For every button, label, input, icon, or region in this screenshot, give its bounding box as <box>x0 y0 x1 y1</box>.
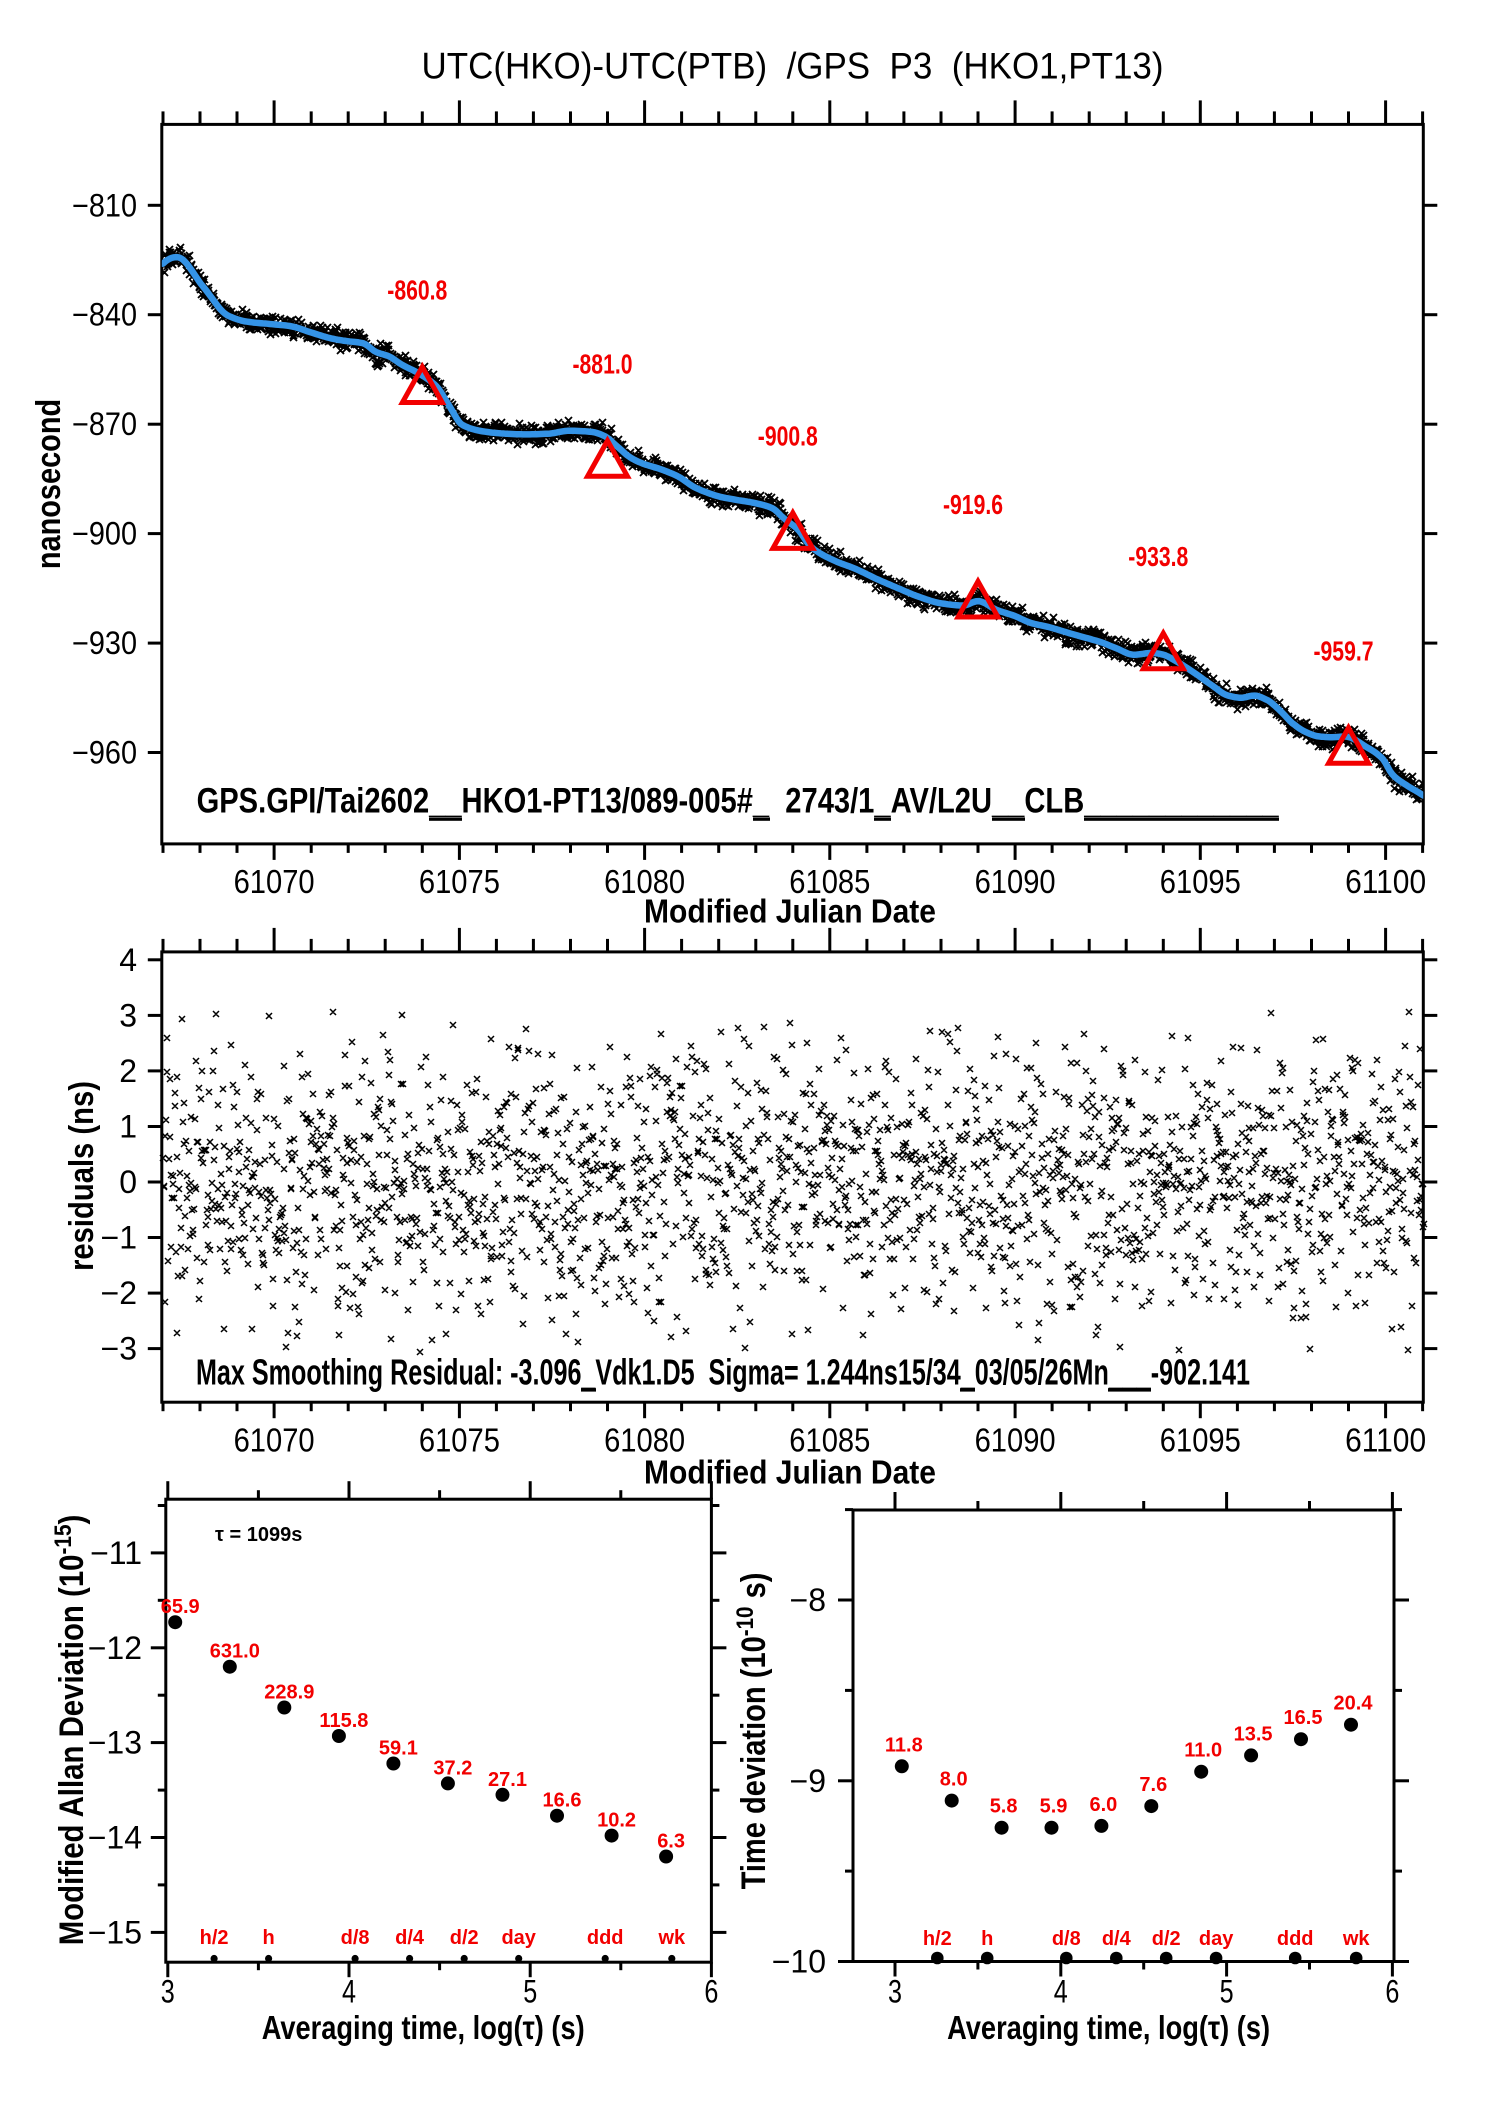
svg-text:-881.0: -881.0 <box>573 348 633 379</box>
svg-text:Modified Allan Deviation (10-1: Modified Allan Deviation (10-15) <box>50 1515 91 1946</box>
svg-text:61095: 61095 <box>1160 863 1241 900</box>
svg-text:h/2: h/2 <box>200 1927 229 1949</box>
svg-text:−2: −2 <box>101 1275 137 1311</box>
svg-text:day: day <box>501 1927 536 1949</box>
svg-text:11.0: 11.0 <box>1184 1740 1222 1762</box>
svg-text:61080: 61080 <box>604 863 685 900</box>
svg-text:-860.8: -860.8 <box>387 275 447 306</box>
svg-text:13.5: 13.5 <box>1234 1723 1273 1745</box>
svg-text:−900: −900 <box>72 516 137 552</box>
svg-text:5.9: 5.9 <box>1040 1796 1068 1818</box>
svg-text:5: 5 <box>523 1974 537 2010</box>
svg-text:ddd: ddd <box>587 1927 624 1949</box>
svg-text:11.8: 11.8 <box>885 1734 923 1756</box>
svg-text:3: 3 <box>161 1974 175 2010</box>
svg-text:d/4: d/4 <box>1102 1928 1132 1950</box>
svg-text:−9: −9 <box>790 1763 826 1799</box>
svg-text:−1: −1 <box>101 1220 137 1256</box>
svg-text:61090: 61090 <box>975 863 1056 900</box>
svg-text:d/2: d/2 <box>1152 1928 1181 1950</box>
svg-text:2: 2 <box>119 1053 137 1089</box>
svg-text:61100: 61100 <box>1345 863 1426 900</box>
svg-text:−10: −10 <box>772 1944 826 1980</box>
svg-text:1: 1 <box>119 1109 137 1145</box>
svg-text:4: 4 <box>1054 1974 1068 2010</box>
svg-text:0: 0 <box>119 1164 137 1200</box>
svg-text:61090: 61090 <box>975 1422 1056 1459</box>
svg-text:day: day <box>1199 1928 1234 1950</box>
svg-text:Averaging time, log(τ) (s): Averaging time, log(τ) (s) <box>262 2009 585 2046</box>
svg-text:GPS.GPI/Tai2602__HKO1-PT13/089: GPS.GPI/Tai2602__HKO1-PT13/089-005#_ 274… <box>197 782 1279 821</box>
svg-text:d/2: d/2 <box>450 1927 479 1949</box>
svg-text:−15: −15 <box>88 1914 142 1950</box>
svg-text:8.0: 8.0 <box>940 1769 968 1791</box>
svg-text:27.1: 27.1 <box>488 1769 527 1791</box>
svg-text:37.2: 37.2 <box>433 1757 472 1779</box>
svg-text:228.9: 228.9 <box>264 1682 314 1704</box>
svg-text:20.4: 20.4 <box>1334 1693 1374 1715</box>
svg-text:-919.6: -919.6 <box>943 489 1003 520</box>
svg-text:6: 6 <box>1385 1974 1399 2010</box>
svg-text:631.0: 631.0 <box>210 1641 260 1663</box>
svg-text:Modified Julian Date: Modified Julian Date <box>644 1454 936 1491</box>
svg-text:61075: 61075 <box>419 1422 500 1459</box>
svg-text:65.9: 65.9 <box>161 1596 200 1618</box>
svg-text:−14: −14 <box>88 1820 142 1856</box>
svg-text:−13: −13 <box>88 1725 142 1761</box>
svg-text:61080: 61080 <box>604 1422 685 1459</box>
svg-text:61085: 61085 <box>789 863 870 900</box>
svg-text:Averaging time, log(τ) (s): Averaging time, log(τ) (s) <box>947 2009 1270 2046</box>
svg-text:ddd: ddd <box>1277 1928 1314 1950</box>
svg-text:h: h <box>981 1928 993 1950</box>
svg-text:−960: −960 <box>72 735 137 771</box>
svg-text:Max Smoothing Residual: -3.096: Max Smoothing Residual: -3.096_Vdk1.D5 S… <box>196 1351 1250 1392</box>
svg-text:-900.8: -900.8 <box>758 421 818 452</box>
svg-text:Modified Julian Date: Modified Julian Date <box>644 892 936 929</box>
svg-text:h: h <box>262 1927 274 1949</box>
svg-text:residuals (ns): residuals (ns) <box>62 1081 101 1271</box>
svg-text:−8: −8 <box>790 1582 826 1618</box>
svg-text:61085: 61085 <box>789 1422 870 1459</box>
svg-text:−11: −11 <box>90 1535 142 1571</box>
svg-text:59.1: 59.1 <box>379 1738 418 1760</box>
svg-text:−840: −840 <box>72 297 137 333</box>
svg-text:d/8: d/8 <box>1052 1928 1081 1950</box>
svg-text:−870: −870 <box>72 406 137 442</box>
svg-text:4: 4 <box>342 1974 356 2010</box>
svg-text:10.2: 10.2 <box>597 1810 636 1832</box>
svg-text:6.3: 6.3 <box>657 1831 685 1853</box>
svg-text:61095: 61095 <box>1160 1422 1241 1459</box>
svg-text:5.8: 5.8 <box>990 1796 1018 1818</box>
svg-text:16.5: 16.5 <box>1284 1707 1323 1729</box>
svg-text:−3: −3 <box>101 1331 137 1367</box>
svg-text:d/8: d/8 <box>341 1927 370 1949</box>
svg-text:61100: 61100 <box>1345 1422 1426 1459</box>
svg-text:nanosecond: nanosecond <box>29 399 68 569</box>
svg-text:6: 6 <box>704 1974 718 2010</box>
svg-text:−930: −930 <box>72 625 137 661</box>
svg-text:d/4: d/4 <box>395 1927 425 1949</box>
svg-text:wk: wk <box>657 1927 686 1949</box>
svg-text:61075: 61075 <box>419 863 500 900</box>
svg-text:−810: −810 <box>72 187 137 223</box>
svg-text:61070: 61070 <box>234 863 315 900</box>
svg-text:5: 5 <box>1220 1974 1234 2010</box>
svg-text:61070: 61070 <box>234 1422 315 1459</box>
svg-text:-933.8: -933.8 <box>1128 541 1188 572</box>
svg-text:6.0: 6.0 <box>1089 1794 1117 1816</box>
svg-text:UTC(HKO)-UTC(PTB) /GPS P3 (: UTC(HKO)-UTC(PTB) /GPS P3 (HKO1,PT13) <box>422 46 1164 87</box>
svg-text:3: 3 <box>888 1974 902 2010</box>
svg-text:4: 4 <box>119 942 137 978</box>
svg-text:3: 3 <box>119 997 137 1033</box>
svg-text:-959.7: -959.7 <box>1314 635 1374 666</box>
svg-text:τ = 1099s: τ = 1099s <box>215 1524 302 1546</box>
svg-text:wk: wk <box>1342 1928 1371 1950</box>
svg-text:115.8: 115.8 <box>319 1710 368 1732</box>
svg-text:−12: −12 <box>88 1630 142 1666</box>
svg-text:7.6: 7.6 <box>1139 1774 1167 1796</box>
svg-text:h/2: h/2 <box>923 1928 952 1950</box>
svg-text:16.6: 16.6 <box>543 1790 582 1812</box>
